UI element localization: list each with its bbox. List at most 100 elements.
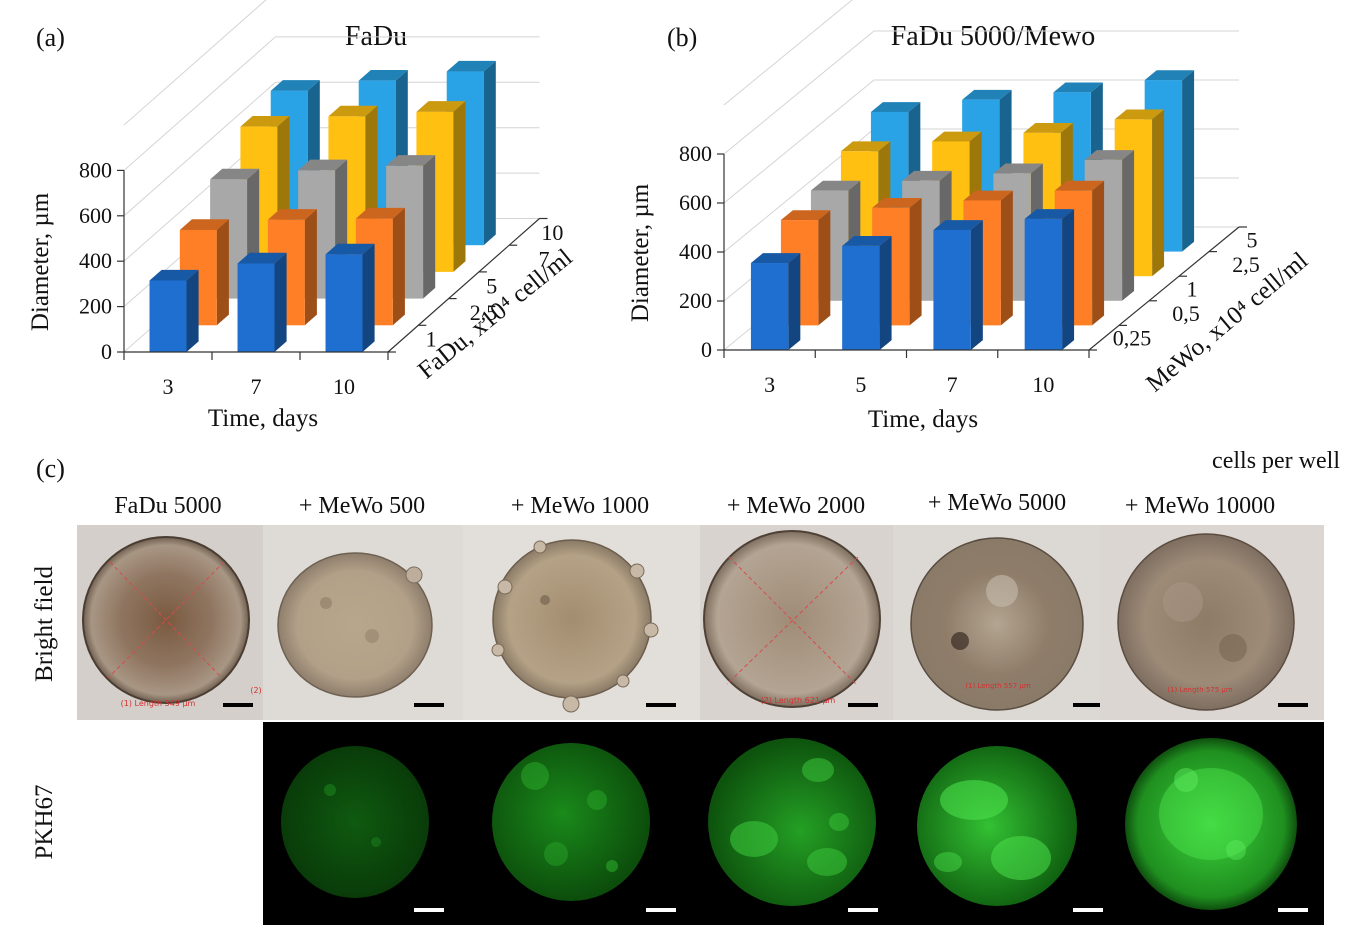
bar-top (810, 180, 861, 191)
chart-b-y-ticks: 0 200 400 600 800 (679, 141, 724, 362)
chart-a-z-ticks: 1 2,55 710 (388, 217, 563, 353)
z-tick-label: 5 (486, 273, 497, 298)
bar-top (179, 219, 229, 230)
bar-side (879, 236, 892, 350)
chart-a-y-ticks: 0 200 400 600 800 (79, 157, 124, 364)
bar-side (818, 210, 831, 326)
bar-top (416, 101, 466, 112)
gridline (123, 36, 540, 171)
x-tick-label: 7 (251, 374, 262, 399)
bar-top (267, 209, 317, 220)
x-tick-label: 10 (1032, 372, 1054, 397)
bright-field-image-mewo-5000: (1) Length 557 µm (893, 525, 1103, 720)
bar-side (970, 220, 983, 350)
bar-top (870, 102, 921, 112)
bar-front (750, 263, 789, 350)
bar-top (1024, 209, 1075, 219)
scale-bar (1073, 703, 1103, 707)
bright-field-image-fadu-5000: (1) Length 549 µm (2) (77, 525, 263, 720)
measurement-label: (1) Length 575 µm (1167, 686, 1233, 694)
z-tick-label: 7 (539, 247, 550, 272)
x-tick-label: 10 (333, 374, 355, 399)
y-tick-label: 800 (79, 157, 112, 182)
bright-field-image-mewo-10000: (1) Length 575 µm (1100, 525, 1324, 720)
bar-top (1023, 123, 1073, 133)
bar-0,25-5 (842, 236, 892, 350)
column-label-mewo-500: + MeWo 500 (299, 493, 425, 519)
bright-field-image-mewo-500 (263, 525, 463, 720)
gridline (723, 0, 853, 106)
y-tick-label: 600 (79, 203, 112, 228)
bar-side (1000, 190, 1013, 326)
scale-bar (646, 908, 676, 912)
bar-top (328, 105, 378, 117)
bar-top (149, 269, 199, 281)
row-label-bright-field: Bright field (31, 566, 58, 682)
bar-1-3 (149, 269, 199, 352)
bar-top (355, 207, 405, 219)
bar-front (149, 280, 187, 352)
pkh67-image-mewo-500 (281, 746, 444, 912)
chart-b: (b) FaDu 5000/Mewo 0 200 400 600 800 3 5 7 10 0… (627, 0, 1313, 433)
bright-field-image-mewo-1000 (463, 525, 700, 720)
bar-top (240, 115, 290, 127)
measurement-label: (1) Length 557 µm (965, 682, 1031, 690)
scale-bar (223, 703, 253, 707)
pkh67-strip (263, 722, 1324, 925)
pkh67-image-mewo-5000 (917, 746, 1103, 912)
z-tick-label: 0,5 (1172, 301, 1200, 326)
bar-front (842, 245, 880, 350)
bar-top (446, 60, 496, 72)
cells-per-well-note: cells per well (1212, 448, 1340, 474)
bar-side (1122, 150, 1135, 301)
z-tick-label: 0,25 (1113, 326, 1152, 351)
bar-top (932, 131, 982, 142)
bar-side (362, 243, 375, 352)
bar-side (1092, 180, 1105, 326)
bar-top (1053, 82, 1103, 93)
gridline (723, 30, 1239, 155)
chart-b-z-ticks: 0,25 0,51 2,55 (1089, 226, 1260, 351)
bar-front (1024, 218, 1063, 350)
chart-a-ylabel: Diameter, µm (27, 192, 54, 331)
bar-top (750, 253, 801, 264)
z-tick-label: 2,5 (1232, 252, 1260, 277)
pkh67-image-mewo-2000 (708, 738, 878, 912)
y-tick-label: 0 (101, 339, 112, 364)
panel-c-label: (c) (36, 454, 65, 483)
scale-bar (1278, 908, 1308, 912)
chart-b-title: FaDu 5000/Mewo (891, 21, 1096, 52)
y-tick-label: 200 (79, 294, 112, 319)
bright-field-image-mewo-2000: (2) Length 621 µm (700, 525, 893, 720)
gridline (723, 79, 1239, 204)
bar-top (237, 252, 287, 264)
bar-front (237, 263, 275, 352)
column-label-fadu-5000: FaDu 5000 (114, 493, 221, 519)
measurement-label: (2) Length 621 µm (761, 696, 836, 705)
scale-bar (646, 703, 676, 707)
chart-b-zlabel: MeWo, x10⁴ cell/ml (1141, 247, 1313, 397)
bar-top (842, 236, 892, 246)
column-label-mewo-10000: + MeWo 10000 (1125, 493, 1275, 519)
bar-top (270, 80, 320, 91)
bar-top (210, 168, 260, 180)
bar-top (780, 210, 831, 221)
bar-side (274, 252, 287, 352)
bar-front (325, 254, 363, 352)
bar-0,25-7 (933, 220, 983, 350)
bar-top (298, 159, 348, 171)
panel-b-label: (b) (667, 23, 697, 52)
bar-top (902, 170, 952, 181)
bar-top (386, 155, 436, 166)
bar-top (1084, 150, 1135, 160)
scale-bar (414, 703, 444, 707)
bar-1-7 (237, 252, 287, 352)
gridline (123, 0, 267, 126)
y-tick-label: 400 (679, 239, 712, 264)
chart-b-ylabel: Diameter, µm (627, 183, 654, 322)
bar-1-10 (325, 243, 375, 352)
bar-side (304, 209, 317, 326)
x-tick-label: 7 (947, 372, 958, 397)
bar-top (962, 89, 1012, 100)
